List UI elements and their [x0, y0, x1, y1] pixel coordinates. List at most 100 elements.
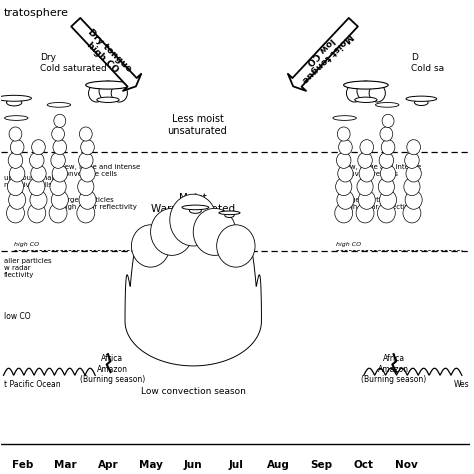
- Circle shape: [32, 140, 46, 155]
- Circle shape: [357, 81, 375, 100]
- Circle shape: [52, 165, 67, 182]
- Circle shape: [8, 178, 24, 196]
- Circle shape: [217, 225, 255, 267]
- Circle shape: [377, 203, 395, 223]
- Text: Mar: Mar: [54, 460, 77, 470]
- Circle shape: [170, 194, 217, 246]
- Circle shape: [379, 152, 393, 168]
- Circle shape: [405, 152, 419, 168]
- Ellipse shape: [355, 97, 377, 102]
- Ellipse shape: [225, 213, 234, 218]
- Circle shape: [81, 140, 94, 155]
- Text: D
Cold sa: D Cold sa: [410, 53, 444, 73]
- Text: larger particles
high radar reflectivity: larger particles high radar reflectivity: [342, 197, 419, 210]
- Ellipse shape: [97, 97, 119, 102]
- Circle shape: [357, 178, 373, 196]
- Ellipse shape: [47, 102, 71, 107]
- Circle shape: [406, 165, 421, 182]
- Text: Moist tongue
low CO: Moist tongue low CO: [292, 24, 354, 84]
- Ellipse shape: [414, 100, 428, 106]
- Circle shape: [369, 84, 385, 102]
- Text: Low convection season: Low convection season: [141, 387, 246, 396]
- Circle shape: [335, 203, 353, 223]
- Circle shape: [51, 152, 65, 168]
- Circle shape: [49, 203, 67, 223]
- Circle shape: [9, 165, 25, 182]
- Text: t Pacific Ocean: t Pacific Ocean: [3, 380, 60, 389]
- Circle shape: [338, 165, 353, 182]
- Text: May: May: [139, 460, 163, 470]
- Text: high CO: high CO: [14, 242, 39, 247]
- Circle shape: [54, 114, 66, 128]
- Text: high CO: high CO: [336, 242, 361, 247]
- Circle shape: [50, 178, 66, 196]
- Circle shape: [52, 127, 64, 141]
- Circle shape: [380, 191, 397, 210]
- Circle shape: [77, 203, 95, 223]
- Ellipse shape: [182, 205, 209, 210]
- Circle shape: [193, 209, 236, 255]
- Text: Few, large and intense
convective cells: Few, large and intense convective cells: [61, 164, 140, 177]
- Text: Less moist
unsaturated: Less moist unsaturated: [168, 114, 228, 136]
- Text: Sep: Sep: [310, 460, 332, 470]
- Circle shape: [405, 191, 422, 210]
- Circle shape: [29, 152, 44, 168]
- Circle shape: [381, 140, 395, 155]
- Circle shape: [30, 191, 47, 210]
- Circle shape: [381, 165, 396, 182]
- Circle shape: [358, 152, 372, 168]
- Circle shape: [337, 191, 354, 210]
- Text: Jun: Jun: [184, 460, 202, 470]
- Text: Dry tongue
high CO: Dry tongue high CO: [79, 27, 133, 81]
- Text: Africa
Amazon
(Burning season): Africa Amazon (Burning season): [80, 354, 145, 384]
- Circle shape: [7, 203, 24, 223]
- Ellipse shape: [219, 211, 240, 215]
- Circle shape: [359, 165, 374, 182]
- Circle shape: [79, 152, 93, 168]
- Ellipse shape: [375, 102, 399, 107]
- Circle shape: [51, 191, 68, 210]
- Circle shape: [8, 152, 23, 168]
- Ellipse shape: [7, 99, 22, 106]
- Circle shape: [337, 127, 350, 141]
- Text: umerous small
nvective cells: umerous small nvective cells: [3, 175, 55, 189]
- Circle shape: [151, 209, 193, 255]
- Circle shape: [9, 191, 26, 210]
- Ellipse shape: [333, 116, 356, 120]
- Circle shape: [99, 81, 117, 100]
- Text: Africa
Amazon
(Burning season): Africa Amazon (Burning season): [361, 354, 426, 384]
- Ellipse shape: [344, 81, 388, 89]
- Circle shape: [380, 127, 393, 141]
- Circle shape: [28, 203, 46, 223]
- Text: Dry
Cold saturated: Dry Cold saturated: [40, 53, 107, 73]
- Text: Wes: Wes: [453, 380, 469, 389]
- Text: Apr: Apr: [98, 460, 118, 470]
- Circle shape: [80, 165, 95, 182]
- Ellipse shape: [190, 208, 201, 213]
- Text: Nov: Nov: [395, 460, 418, 470]
- Text: larger particles
high radar reflectivity: larger particles high radar reflectivity: [61, 197, 137, 210]
- Ellipse shape: [86, 81, 130, 89]
- Circle shape: [407, 140, 420, 155]
- Text: Oct: Oct: [354, 460, 374, 470]
- Circle shape: [111, 84, 128, 102]
- Circle shape: [382, 114, 394, 128]
- Circle shape: [9, 127, 22, 141]
- Text: Moist
Warm saturated: Moist Warm saturated: [151, 193, 235, 214]
- Polygon shape: [125, 207, 262, 366]
- Circle shape: [404, 178, 420, 196]
- Circle shape: [131, 225, 170, 267]
- Text: Aug: Aug: [267, 460, 290, 470]
- Text: Few, large and intense
convective cells: Few, large and intense convective cells: [342, 164, 422, 177]
- Text: Jul: Jul: [228, 460, 243, 470]
- Circle shape: [80, 127, 92, 141]
- Circle shape: [403, 203, 421, 223]
- Circle shape: [378, 178, 394, 196]
- Text: relatively shallower
convection
low CO: relatively shallower convection low CO: [146, 267, 215, 287]
- Circle shape: [89, 84, 105, 102]
- Circle shape: [346, 84, 363, 102]
- Circle shape: [10, 140, 24, 155]
- Text: low CO: low CO: [3, 312, 30, 321]
- Ellipse shape: [0, 95, 31, 101]
- Circle shape: [53, 140, 67, 155]
